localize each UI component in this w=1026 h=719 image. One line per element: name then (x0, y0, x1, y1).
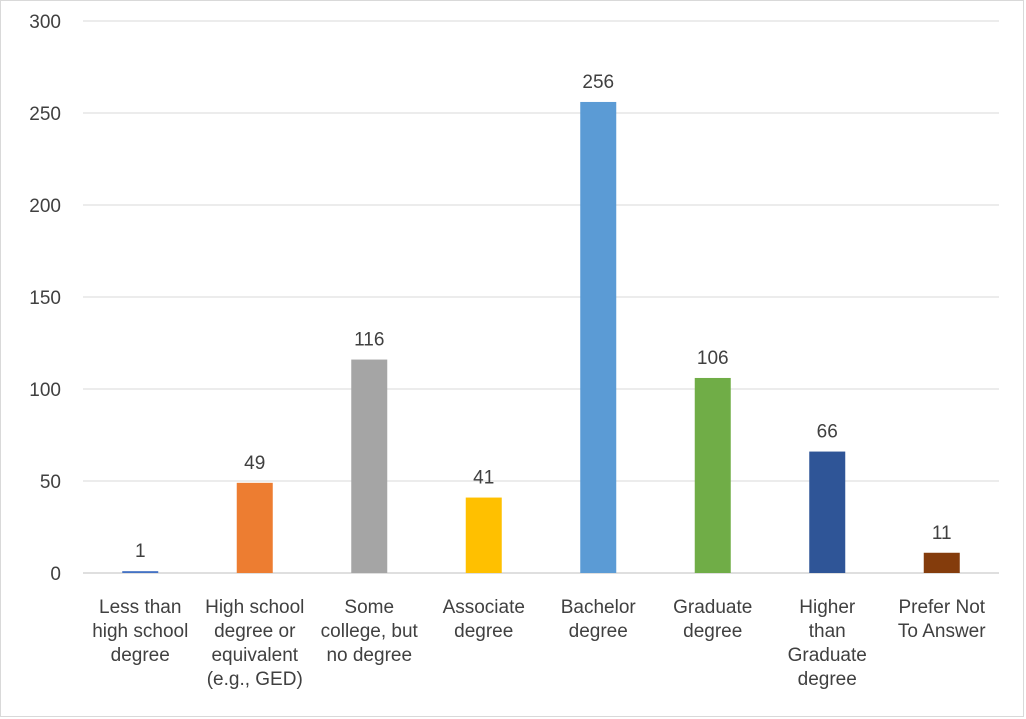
x-category-line: Bachelor (561, 597, 637, 618)
x-category-line: degree (683, 621, 742, 642)
bar (923, 552, 960, 573)
x-category-line: degree (454, 621, 513, 642)
bars (122, 101, 960, 574)
y-tick-label: 300 (29, 12, 61, 33)
data-label: 11 (932, 523, 952, 544)
bar (465, 497, 502, 573)
bar (236, 482, 273, 573)
x-category-line: Graduate (788, 645, 867, 666)
data-label: 66 (817, 422, 838, 443)
x-axis-categories: Less than high school degree High school deg… (92, 597, 986, 690)
y-tick-label: 50 (40, 472, 61, 493)
data-label: 116 (354, 330, 384, 351)
x-category-line: Associate (443, 597, 525, 618)
x-category-line: Prefer Not (898, 597, 985, 618)
bar (580, 101, 617, 574)
x-category-line: college, but (321, 621, 419, 642)
data-label: 256 (582, 72, 614, 93)
bar (351, 359, 388, 573)
x-category-line: Less than (99, 597, 181, 618)
x-category-line: Higher (799, 597, 856, 618)
x-category-line: than (809, 621, 846, 642)
data-labels: 1 49 116 41 256 106 66 11 (135, 72, 952, 562)
y-tick-label: 150 (29, 288, 61, 309)
data-label: 41 (473, 468, 494, 489)
x-category-line: To Answer (898, 621, 986, 642)
x-category-line: Graduate (673, 597, 752, 618)
x-category-label: Bachelor degree (561, 597, 637, 642)
y-tick-label: 200 (29, 196, 61, 217)
x-category-line: degree (569, 621, 628, 642)
x-category-line: degree (798, 669, 857, 690)
x-category-line: (e.g., GED) (207, 669, 303, 690)
data-label: 49 (244, 453, 265, 474)
x-category-label: Graduate degree (673, 597, 752, 642)
x-category-label: Less than high school degree (92, 597, 188, 666)
y-axis-ticks: 0 50 100 150 200 250 300 (29, 12, 61, 585)
x-category-line: Some (344, 597, 394, 618)
bar (809, 451, 846, 573)
data-label: 1 (135, 541, 146, 562)
gridlines (83, 20, 999, 574)
bar (122, 571, 159, 573)
x-category-line: high school (92, 621, 188, 642)
x-category-line: degree or (214, 621, 296, 642)
y-tick-label: 100 (29, 380, 61, 401)
x-category-line: no degree (326, 645, 412, 666)
x-category-label: Prefer Not To Answer (898, 597, 986, 642)
y-tick-label: 0 (50, 564, 61, 585)
x-category-label: Some college, but no degree (321, 597, 419, 666)
y-tick-label: 250 (29, 104, 61, 125)
x-category-line: equivalent (211, 645, 298, 666)
x-category-line: degree (111, 645, 170, 666)
x-category-line: High school (205, 597, 304, 618)
bar (694, 377, 731, 573)
data-label: 106 (697, 348, 729, 369)
x-category-label: High school degree or equivalent (e.g., GED… (205, 597, 304, 690)
x-category-label: Associate degree (443, 597, 525, 642)
x-category-label: Higher than Graduate degree (788, 597, 867, 690)
